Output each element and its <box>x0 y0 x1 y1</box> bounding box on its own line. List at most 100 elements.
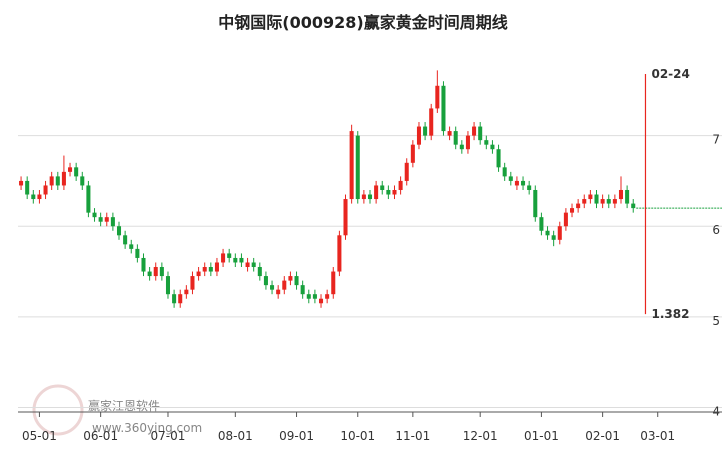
candle-body <box>104 217 109 222</box>
candle-body <box>202 267 207 272</box>
candle-body <box>582 199 587 204</box>
candle-body <box>325 294 330 299</box>
candle-body <box>429 108 434 136</box>
candle-body <box>319 298 324 304</box>
candle-body <box>312 294 317 299</box>
candle-body <box>472 126 477 136</box>
candle-body <box>227 253 232 258</box>
candle-body <box>514 180 519 186</box>
candle-body <box>612 199 617 204</box>
candle-body <box>208 267 213 272</box>
candle-body <box>68 167 73 172</box>
candle-body <box>423 126 428 136</box>
candle-body <box>398 180 403 190</box>
candle-body <box>74 167 79 177</box>
candle-body <box>521 180 526 186</box>
candle-body <box>545 230 550 236</box>
candle-body <box>478 126 483 141</box>
candle-body <box>631 203 636 209</box>
candle-body <box>496 149 501 168</box>
candle-body <box>141 257 146 272</box>
candle-body <box>37 194 42 200</box>
candle-body <box>576 203 581 209</box>
candle-body <box>172 294 177 304</box>
candle-body <box>306 294 311 299</box>
candle-body <box>331 271 336 295</box>
candle-body <box>245 262 250 268</box>
x-tick-label: 05-01 <box>22 429 57 443</box>
candle-body <box>129 244 134 249</box>
y-tick-label: 6 <box>712 223 720 237</box>
candle-body <box>539 217 544 231</box>
candle-body <box>257 267 262 277</box>
x-tick-label: 12-01 <box>463 429 498 443</box>
marker-top-label: 02-24 <box>651 67 689 81</box>
candle-body <box>116 226 122 236</box>
x-tick-label: 01-01 <box>524 429 559 443</box>
watermark-url: www.360ying.com <box>92 421 202 435</box>
x-tick-label: 06-01 <box>83 429 118 443</box>
candle-body <box>533 189 538 218</box>
candle-body <box>380 185 385 190</box>
candle-body <box>441 85 446 132</box>
candle-body <box>110 217 115 227</box>
candle-body <box>190 276 195 290</box>
x-tick-label: 03-01 <box>640 429 675 443</box>
candle-body <box>465 135 470 150</box>
candle-body <box>196 271 201 277</box>
candle-body <box>527 185 532 190</box>
candle-body <box>349 131 354 200</box>
x-tick-label: 09-01 <box>279 429 314 443</box>
x-tick-label: 10-01 <box>340 429 375 443</box>
candle-body <box>233 257 238 263</box>
candle-body <box>221 253 226 263</box>
candle-body <box>410 144 415 163</box>
candle-body <box>502 167 507 177</box>
candle-body <box>49 176 54 186</box>
candle-body <box>276 289 281 295</box>
candle-body <box>588 194 593 200</box>
x-tick-label: 07-01 <box>151 429 186 443</box>
candle-body <box>80 176 85 186</box>
chart-title: 中钢国际(000928)赢家黄金时间周期线 <box>218 13 507 32</box>
candle-body <box>19 180 24 186</box>
candle-body <box>300 285 305 295</box>
candle-body <box>31 194 36 200</box>
candle-body <box>343 199 348 236</box>
candle-body <box>508 176 513 181</box>
marker-bottom-label: 1.382 <box>651 307 689 321</box>
watermark-logo <box>32 384 84 436</box>
candle-body <box>239 257 244 263</box>
y-tick-label: 4 <box>712 404 720 418</box>
candle-body <box>606 199 611 204</box>
candle-body <box>600 199 605 204</box>
candle-body <box>367 194 373 200</box>
candle-body <box>569 208 575 213</box>
candle-body <box>404 162 409 181</box>
candle-body <box>282 280 287 290</box>
watermark <box>32 384 84 436</box>
candle-body <box>386 189 391 195</box>
candle-body <box>86 185 91 213</box>
x-tick-label: 08-01 <box>218 429 253 443</box>
candle-body <box>355 135 360 200</box>
candle-body <box>361 194 366 200</box>
candle-body <box>25 180 30 195</box>
candle-body <box>123 235 128 245</box>
candle-body <box>594 194 599 204</box>
candle-body <box>43 185 48 195</box>
candle-body <box>135 248 140 258</box>
candle-body <box>337 235 342 272</box>
candle-body <box>98 217 103 222</box>
candle-body <box>294 276 299 286</box>
x-tick-label: 11-01 <box>395 429 430 443</box>
candle-body <box>563 212 568 227</box>
candle-body <box>263 276 268 286</box>
candle-body <box>55 176 60 186</box>
candle-body <box>92 212 97 218</box>
candle-body <box>490 144 495 150</box>
candle-body <box>288 276 293 281</box>
candle-body <box>453 131 458 145</box>
candle-body <box>484 140 489 145</box>
